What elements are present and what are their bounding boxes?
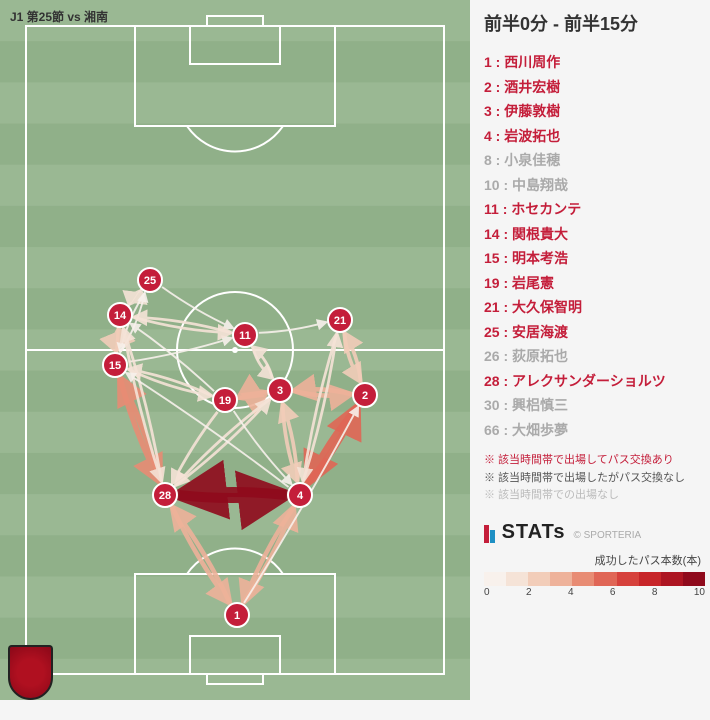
pass-scale-title: 成功したパス本数(本) — [484, 552, 705, 568]
player-row: 28 : アレクサンダーショルツ — [484, 369, 705, 394]
legend-inactive: ※ 該当時間帯での出場なし — [484, 487, 705, 505]
player-row: 10 : 中島翔哉 — [484, 173, 705, 198]
player-row: 3 : 伊藤敦樹 — [484, 99, 705, 124]
svg-text:28: 28 — [159, 490, 171, 502]
svg-text:15: 15 — [109, 360, 121, 372]
player-row: 26 : 荻原拓也 — [484, 344, 705, 369]
legend-active: ※ 該当時間帯で出場してパス交換あり — [484, 452, 705, 470]
match-title: J1 第25節 vs 湘南 — [10, 8, 108, 25]
player-row: 30 : 興梠慎三 — [484, 393, 705, 418]
player-row: 19 : 岩尾憲 — [484, 271, 705, 296]
svg-text:2: 2 — [362, 390, 368, 402]
player-row: 66 : 大畑歩夢 — [484, 418, 705, 443]
player-row: 11 : ホセカンテ — [484, 197, 705, 222]
player-row: 2 : 酒井宏樹 — [484, 75, 705, 100]
player-row: 8 : 小泉佳穂 — [484, 148, 705, 173]
svg-text:3: 3 — [277, 385, 283, 397]
svg-text:21: 21 — [334, 315, 346, 327]
svg-text:25: 25 — [144, 275, 156, 287]
stats-logo: STATs — [484, 521, 565, 544]
player-list: 1 : 西川周作2 : 酒井宏樹3 : 伊藤敦樹4 : 岩波拓也8 : 小泉佳穂… — [484, 50, 705, 442]
svg-text:1: 1 — [234, 610, 240, 622]
player-row: 14 : 関根貴大 — [484, 222, 705, 247]
brand-block: STATs © SPORTERIA — [484, 521, 705, 544]
svg-text:14: 14 — [114, 310, 127, 322]
legend: ※ 該当時間帯で出場してパス交換あり ※ 該当時間帯で出場したがパス交換なし ※… — [484, 452, 705, 505]
player-row: 21 : 大久保智明 — [484, 295, 705, 320]
copyright: © SPORTERIA — [573, 530, 641, 541]
player-row: 25 : 安居海渡 — [484, 320, 705, 345]
pitch-panel: J1 第25節 vs 湘南 1 2 3 4 11 14 15 19 21 25 28 — [0, 0, 470, 720]
time-range: 前半0分 - 前半15分 — [484, 10, 705, 36]
legend-nopass: ※ 該当時間帯で出場したがパス交換なし — [484, 470, 705, 488]
svg-text:4: 4 — [297, 490, 304, 502]
pitch-diagram: 1 2 3 4 11 14 15 19 21 25 28 — [0, 0, 470, 700]
pass-scale: 0246810 — [484, 572, 705, 598]
player-row: 15 : 明本考浩 — [484, 246, 705, 271]
side-panel: 前半0分 - 前半15分 1 : 西川周作2 : 酒井宏樹3 : 伊藤敦樹4 :… — [470, 0, 710, 720]
player-row: 1 : 西川周作 — [484, 50, 705, 75]
team-logo — [8, 645, 53, 700]
svg-text:19: 19 — [219, 395, 231, 407]
svg-text:11: 11 — [239, 330, 251, 342]
player-row: 4 : 岩波拓也 — [484, 124, 705, 149]
